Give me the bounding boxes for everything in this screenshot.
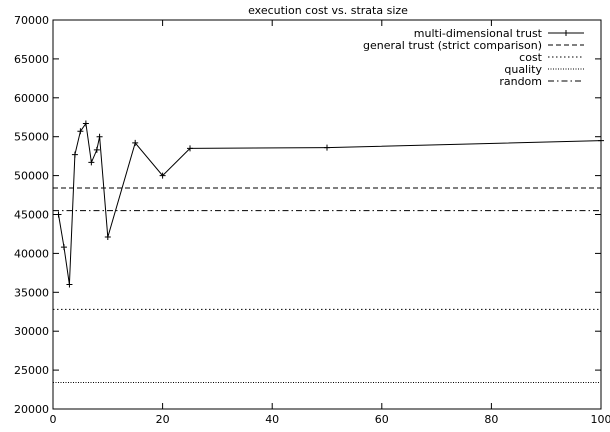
x-tick-label: 60 (375, 413, 389, 426)
data-point (71, 151, 78, 158)
data-point (93, 146, 100, 153)
data-point (66, 281, 73, 288)
legend-label: multi-dimensional trust (414, 27, 543, 40)
y-tick-label: 35000 (14, 286, 49, 299)
legend-label: cost (519, 51, 543, 64)
legend-label: quality (504, 63, 542, 76)
y-tick-label: 55000 (14, 131, 49, 144)
data-point (77, 128, 84, 135)
legend-label: general trust (strict comparison) (363, 39, 542, 52)
y-tick-label: 30000 (14, 325, 49, 338)
y-tick-label: 20000 (14, 403, 49, 416)
data-point (96, 133, 103, 140)
x-tick-label: 100 (591, 413, 610, 426)
legend-marker (563, 30, 569, 36)
data-point (132, 139, 139, 146)
y-tick-label: 65000 (14, 53, 49, 66)
data-point (159, 172, 166, 179)
y-tick-label: 70000 (14, 14, 49, 27)
series-lines (53, 120, 604, 383)
axis-ticks: 20000 25000 30000 35000 40000 45000 50000 55000… (14, 14, 610, 426)
data-point (104, 234, 111, 241)
x-tick-label: 40 (265, 413, 279, 426)
data-point (598, 137, 604, 144)
x-tick-label: 20 (156, 413, 170, 426)
y-tick-label: 50000 (14, 170, 49, 183)
x-tick-label: 80 (484, 413, 498, 426)
chart-title: execution cost vs. strata size (248, 4, 408, 17)
x-tick-label: 0 (50, 413, 57, 426)
data-point (324, 144, 330, 151)
y-tick-label: 45000 (14, 209, 49, 222)
y-tick-label: 60000 (14, 92, 49, 105)
y-tick-label: 40000 (14, 247, 49, 260)
data-point (187, 145, 193, 152)
y-tick-label: 25000 (14, 364, 49, 377)
legend-label: random (499, 75, 542, 88)
data-point (60, 244, 67, 251)
data-point (82, 120, 89, 127)
data-point (55, 211, 62, 218)
data-point (88, 159, 95, 166)
